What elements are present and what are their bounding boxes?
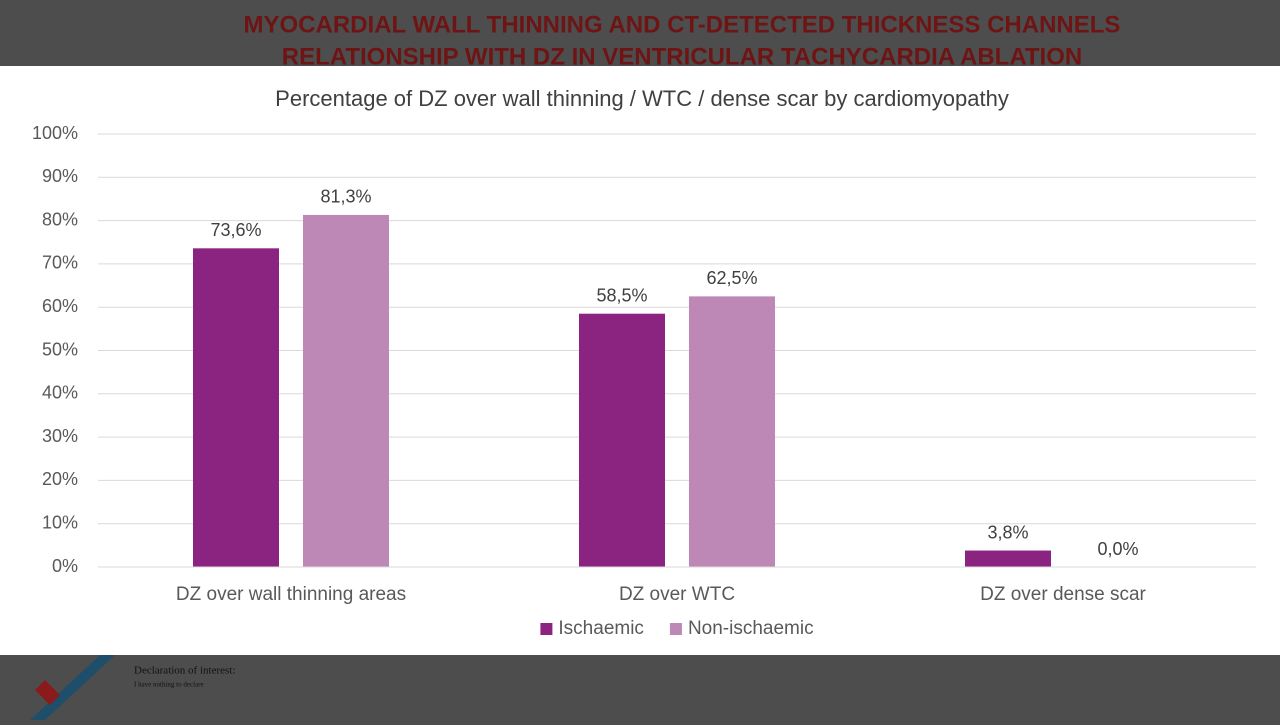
legend-swatch [669, 623, 682, 635]
header-title: RELATIONSHIP WITH DZ IN VENTRICULAR TACH… [282, 43, 1082, 70]
plot: 0% 10% 20% 30% 40% 50% 60% 70% 80% 90% 100% DZ over… [32, 123, 1256, 639]
value-label: 58,5% [596, 285, 647, 305]
bar [965, 550, 1051, 567]
legend-label: Ischaemic [558, 618, 644, 639]
y-tick-label: 50% [42, 339, 78, 359]
y-tick-label: 10% [42, 512, 78, 532]
legend-swatch [540, 623, 553, 635]
footer-heading: Declaration of interest: [134, 665, 235, 677]
value-label: 81,3% [320, 187, 371, 207]
y-tick-label: 80% [42, 209, 78, 229]
x-tick-label: DZ over dense scar [980, 584, 1146, 605]
value-label: 73,6% [210, 220, 261, 240]
value-label: 62,5% [706, 268, 757, 288]
y-tick-label: 20% [42, 469, 78, 489]
y-tick-label: 30% [42, 426, 78, 446]
legend: Ischaemic Non-ischaemic [540, 618, 814, 639]
x-tick-label: DZ over wall thinning areas [176, 584, 406, 605]
bar [579, 313, 665, 567]
y-tick-label: 0% [52, 556, 78, 576]
header-title: MYOCARDIAL WALL THINNING AND CT-DETECTED… [244, 11, 1121, 38]
x-tick-label: DZ over WTC [619, 584, 735, 605]
y-tick-label: 100% [32, 123, 78, 143]
bar [303, 214, 389, 567]
y-tick-label: 60% [42, 296, 78, 316]
y-tick-label: 40% [42, 383, 78, 403]
bar [689, 296, 775, 567]
footer-text: I have nothing to declare [134, 681, 204, 689]
y-tick-label: 90% [42, 166, 78, 186]
chart-title: Percentage of DZ over wall thinning / WT… [275, 86, 1009, 111]
bar [193, 248, 279, 567]
value-label: 0,0% [1097, 539, 1138, 559]
value-label: 3,8% [987, 522, 1028, 542]
logo [30, 655, 115, 720]
legend-label: Non-ischaemic [688, 618, 814, 639]
y-tick-label: 70% [42, 253, 78, 273]
